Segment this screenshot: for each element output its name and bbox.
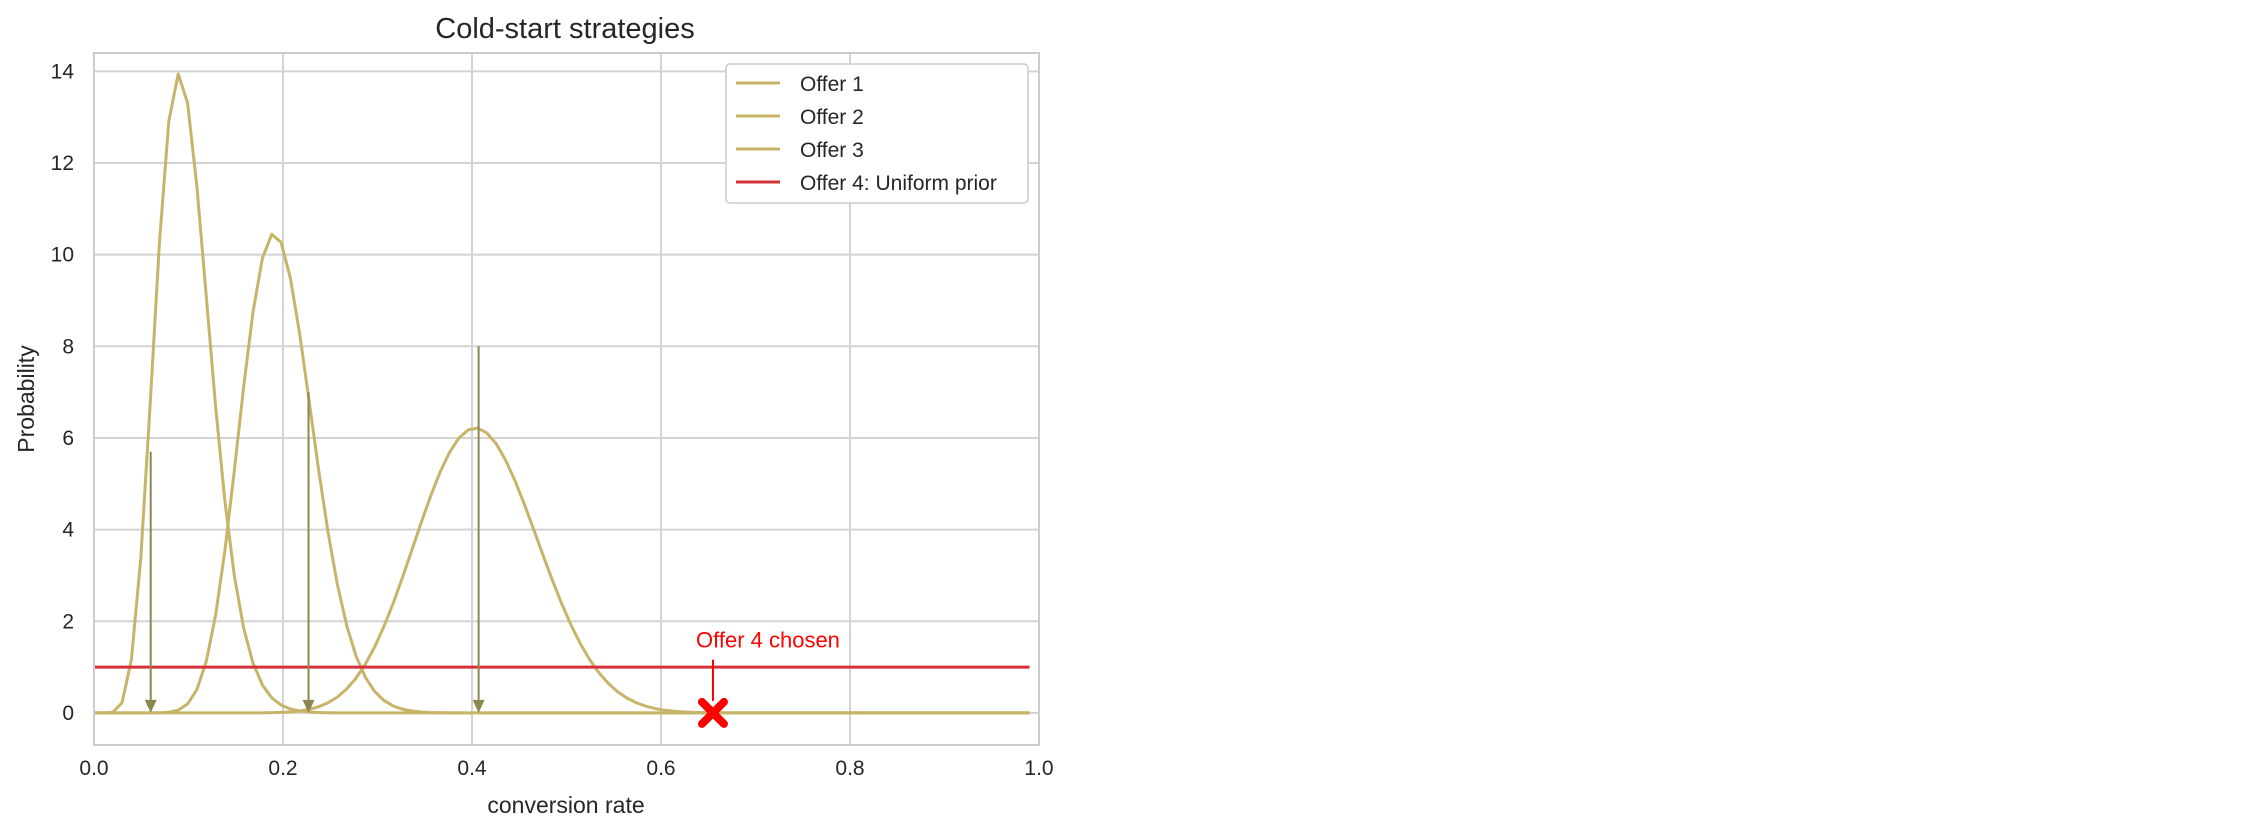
x-tick-label: 1.0 [1024,757,1053,780]
legend-label: Offer 2 [800,106,864,129]
x-tick-label: 0.0 [79,757,108,780]
x-tick-label: 0.6 [646,757,675,780]
series-line-offer-3 [94,426,1030,715]
y-tick-label: 10 [51,244,74,267]
sample-arrow-head [144,699,157,713]
chart-title: Cold-start strategies [435,13,695,45]
legend-box [725,63,1029,204]
y-tick-label: 4 [62,519,74,542]
gridlines [93,53,1040,745]
y-tick-label: 6 [62,427,74,450]
x-tick-label: 0.8 [835,757,864,780]
legend-label: Offer 3 [800,139,864,162]
legend: Offer 1 Offer 2 Offer 3 Offer 4: Uniform pr… [725,63,1029,204]
sample-arrow-head [302,699,315,713]
plot-frame [93,52,1040,746]
y-tick-label: 14 [51,60,75,83]
y-axis-label: Probability [13,345,39,453]
x-axis-label: conversion rate [487,792,644,818]
y-tick-label: 2 [62,610,74,633]
legend-label: Offer 1 [800,73,864,96]
series-lines [94,72,1030,715]
y-tick-label: 8 [62,335,74,358]
x-tick-label: 0.4 [457,757,487,780]
tick-labels: 0.0 0.2 0.4 0.6 0.8 1.0 0 2 4 6 8 10 12 14 [51,60,1054,780]
y-tick-label: 12 [51,152,74,175]
sample-arrow-head [472,699,485,713]
annotation-offer-4-chosen: Offer 4 chosen [696,628,840,653]
x-tick-label: 0.2 [268,757,297,780]
sample-arrows [144,346,485,713]
chosen-marker-x [697,697,728,728]
legend-label: Offer 4: Uniform prior [800,172,997,195]
chosen-marker-group: Offer 4 chosen [696,628,840,728]
y-tick-label: 0 [62,702,74,725]
